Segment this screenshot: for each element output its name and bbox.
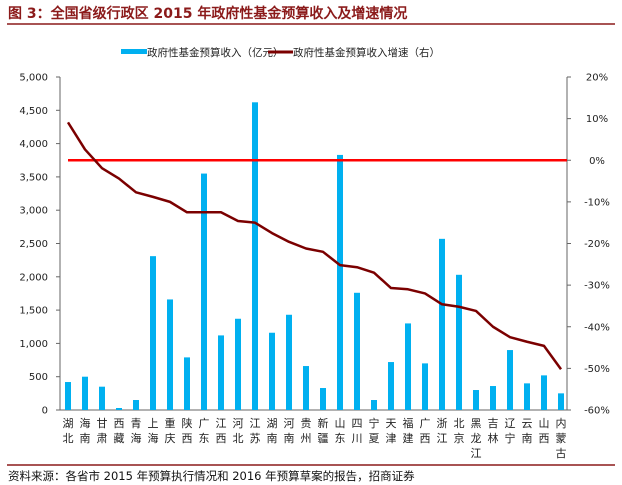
bar-西藏 xyxy=(116,408,122,410)
legend-line-label: 政府性基金预算收入增速（右） xyxy=(293,46,440,59)
bar-浙江 xyxy=(439,238,445,410)
right-tick-label: -20% xyxy=(584,239,610,250)
category-label: 辽宁 xyxy=(505,417,516,445)
bar-山西 xyxy=(541,375,547,410)
chart-title: 图 3：全国省级行政区 2015 年政府性基金预算收入及增速情况 xyxy=(8,5,407,22)
bar-宁夏 xyxy=(371,400,377,410)
category-label: 山西 xyxy=(539,417,550,445)
category-label: 海南 xyxy=(80,416,91,445)
category-label: 新疆 xyxy=(318,416,329,445)
category-label: 陕西 xyxy=(182,416,193,445)
category-label: 内蒙古 xyxy=(556,416,567,460)
bar-新疆 xyxy=(320,388,326,410)
bar-天津 xyxy=(388,362,394,410)
category-label: 重庆 xyxy=(165,416,176,445)
category-label: 甘肃 xyxy=(97,417,108,445)
right-tick-label: 20% xyxy=(586,73,608,84)
right-tick-label: -10% xyxy=(584,197,610,208)
category-label: 北京 xyxy=(454,417,465,445)
right-tick-label: -30% xyxy=(584,281,610,292)
left-tick-label: 5,000 xyxy=(19,73,48,84)
bar-北京 xyxy=(456,274,462,410)
category-label: 青海 xyxy=(131,417,142,445)
legend-bar-swatch xyxy=(121,49,147,54)
right-tick-label: -40% xyxy=(584,322,610,333)
right-tick-label: 10% xyxy=(586,114,608,125)
left-tick-label: 4,000 xyxy=(19,139,48,150)
category-label: 浙江 xyxy=(437,417,448,445)
left-tick-label: 0 xyxy=(42,406,48,417)
left-tick-label: 2,000 xyxy=(19,272,48,283)
bar-黑龙江 xyxy=(473,390,479,410)
category-label: 广西 xyxy=(420,417,431,445)
category-label: 江苏 xyxy=(250,417,261,445)
category-label: 西藏 xyxy=(114,417,125,445)
bar-陕西 xyxy=(184,357,190,410)
category-label: 江西 xyxy=(216,417,227,445)
bar-甘肃 xyxy=(99,386,105,410)
bar-山东 xyxy=(337,154,343,410)
bar-广东 xyxy=(201,173,207,410)
axes: 0 500 1,000 1,500 2,000 2,500 3,000 3,500 4,000 4… xyxy=(19,73,610,417)
left-tick-label: 4,500 xyxy=(19,106,48,117)
bar-重庆 xyxy=(167,299,173,410)
bar-series xyxy=(65,102,564,411)
bar-湖北 xyxy=(65,382,71,410)
bar-江苏 xyxy=(252,102,258,411)
bar-青海 xyxy=(133,400,139,410)
bar-吉林 xyxy=(490,386,496,410)
category-label: 黑龙江 xyxy=(471,417,482,460)
bar-江西 xyxy=(218,335,224,410)
bar-河南 xyxy=(286,314,292,410)
category-label: 福建 xyxy=(403,416,414,445)
bar-河北 xyxy=(235,318,241,410)
source-note: 资料来源：各省市 2015 年预算执行情况和 2016 年预算草案的报告，招商证… xyxy=(8,469,415,483)
left-tick-label: 500 xyxy=(29,372,48,383)
bar-内蒙古 xyxy=(558,393,564,410)
category-label: 河北 xyxy=(233,417,244,445)
left-tick-label: 3,500 xyxy=(19,172,48,183)
category-label: 广东 xyxy=(199,417,210,445)
category-label: 湖南 xyxy=(267,417,278,445)
right-tick-label: 0% xyxy=(589,156,605,167)
growth-line xyxy=(66,121,563,370)
category-label: 四川 xyxy=(352,417,363,445)
left-tick-label: 3,000 xyxy=(19,206,48,217)
category-label: 河南 xyxy=(284,417,295,445)
category-label: 山东 xyxy=(335,417,346,445)
category-label: 天津 xyxy=(386,417,397,445)
legend-bar-label: 政府性基金预算收入（亿元） xyxy=(147,46,284,59)
bar-广西 xyxy=(422,363,428,410)
bar-海南 xyxy=(82,376,88,410)
bar-湖南 xyxy=(269,332,275,410)
category-labels: 湖北海南甘肃西藏青海上海重庆陕西广东江西河北江苏湖南河南贵州新疆山东四川宁夏天津… xyxy=(63,416,567,460)
category-label: 吉林 xyxy=(488,417,499,445)
left-tick-label: 1,500 xyxy=(19,306,48,317)
bar-福建 xyxy=(405,323,411,410)
bar-云南 xyxy=(524,383,530,410)
line-series xyxy=(66,121,563,370)
legend: 政府性基金预算收入（亿元） 政府性基金预算收入增速（右） xyxy=(121,46,440,59)
right-tick-label: -60% xyxy=(584,406,610,417)
category-label: 贵州 xyxy=(301,417,312,445)
bar-辽宁 xyxy=(507,350,513,410)
left-tick-label: 2,500 xyxy=(19,239,48,250)
category-label: 湖北 xyxy=(63,417,74,445)
left-tick-label: 1,000 xyxy=(19,339,48,350)
category-label: 云南 xyxy=(522,417,533,445)
bar-四川 xyxy=(354,292,360,410)
bar-贵州 xyxy=(303,366,309,410)
bar-上海 xyxy=(150,256,156,410)
category-label: 上海 xyxy=(148,417,159,445)
category-label: 宁夏 xyxy=(369,416,380,445)
right-tick-label: -50% xyxy=(584,364,610,375)
